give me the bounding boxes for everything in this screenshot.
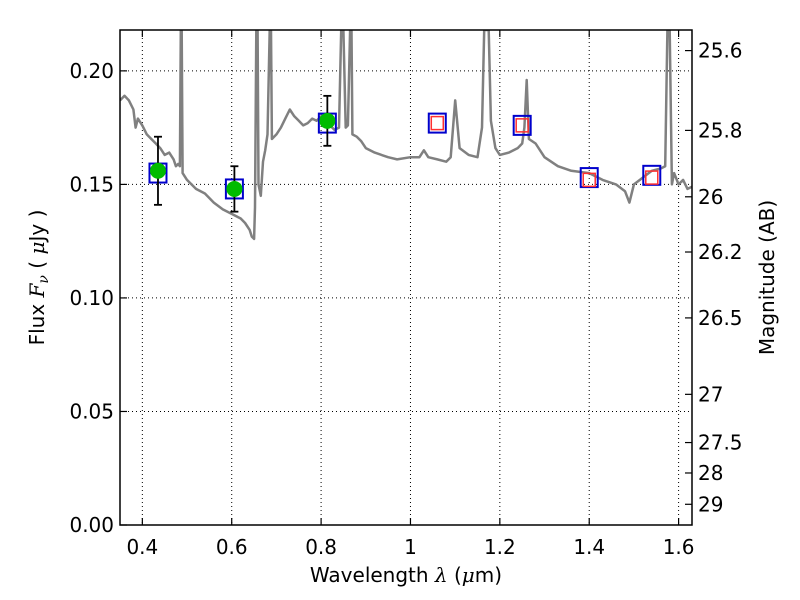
grid-lines <box>120 30 692 526</box>
y-tick-label: 0.05 <box>69 399 114 423</box>
nir-photometry-square <box>582 172 596 188</box>
y-tick-label: 0.20 <box>69 59 114 83</box>
photometry-points <box>148 94 662 213</box>
model-photometry-square <box>512 114 532 136</box>
mag-tick-label: 25.6 <box>698 39 743 63</box>
observed-photometry-point <box>149 162 166 179</box>
observed-photometry-point <box>226 180 243 197</box>
right-axis-label: Magnitude (AB) <box>755 200 779 355</box>
y-tick-label: 0.00 <box>69 513 114 537</box>
x-tick-label: 0.8 <box>305 535 337 559</box>
mag-tick-label: 25.8 <box>698 118 743 142</box>
x-tick-label: 0.6 <box>216 535 248 559</box>
mag-tick-label: 27 <box>698 382 723 406</box>
nir-photometry-square <box>645 170 659 185</box>
mag-tick-label: 27.5 <box>698 431 743 455</box>
mag-tick-label: 28 <box>698 461 723 485</box>
nir-photometry-square <box>430 115 445 131</box>
x-axis-label: Wavelength λ (μm) <box>310 563 502 587</box>
model-spectrum <box>120 30 692 241</box>
y-axis-label: Flux Fν ( μJy ) <box>25 210 52 346</box>
observed-photometry-point <box>319 112 336 129</box>
x-tick-label: 1.4 <box>573 535 605 559</box>
spectrum-line <box>120 30 692 241</box>
model-photometry-square <box>427 112 447 134</box>
mag-tick-label: 26.2 <box>698 240 743 264</box>
y-tick-label: 0.10 <box>69 286 114 310</box>
x-tick-label: 0.4 <box>126 535 158 559</box>
plot-frame <box>119 29 693 526</box>
mag-tick-label: 29 <box>698 492 723 516</box>
x-tick-label: 1.2 <box>484 535 516 559</box>
x-tick-label: 1 <box>404 535 417 559</box>
axis-ticks: 0.4 0.6 0.8 1 1.2 1.4 1.6 0.00 0.05 0.10 0.15 0.20 2… <box>69 30 743 559</box>
mag-tick-label: 26.5 <box>698 306 743 330</box>
y-tick-label: 0.15 <box>69 172 114 196</box>
mag-tick-label: 26 <box>698 185 723 209</box>
nir-photometry-square <box>515 118 529 133</box>
x-tick-label: 1.6 <box>663 535 695 559</box>
